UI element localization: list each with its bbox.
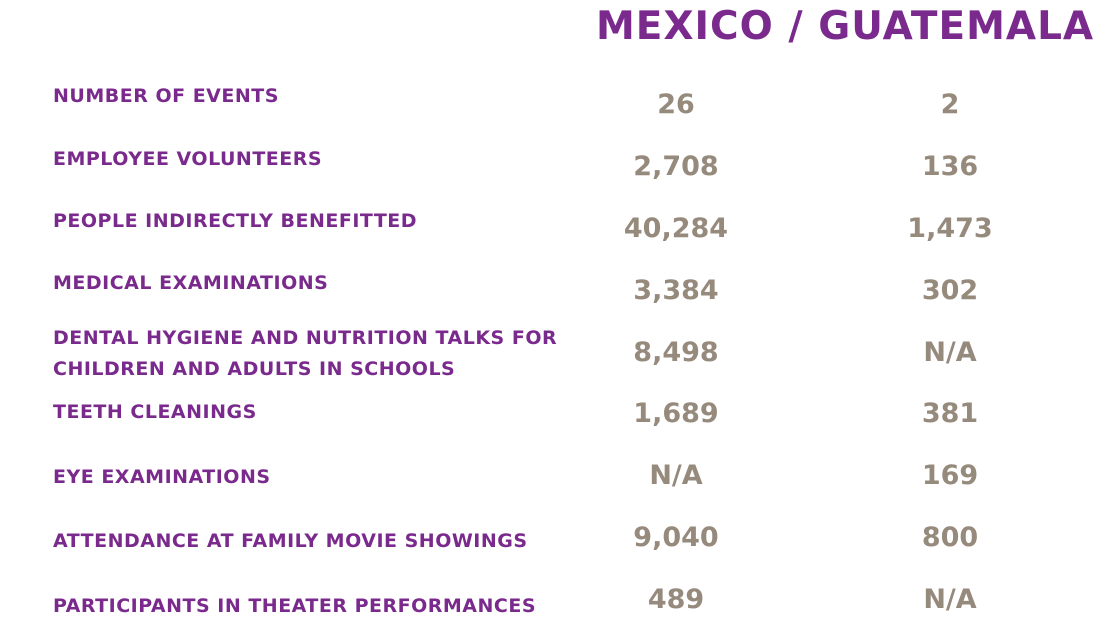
value-guatemala-teeth-cleanings: 381 (921, 398, 979, 429)
value-guatemala-employee-volunteers: 136 (921, 151, 979, 182)
row-label-family-movie-attendance: ATTENDANCE AT FAMILY MOVIE SHOWINGS (53, 530, 528, 552)
value-mexico-people-indirectly-benefitted: 40,284 (623, 213, 729, 244)
row-label-dental-hygiene-talks: DENTAL HYGIENE AND NUTRITION TALKS FOR (53, 327, 558, 349)
value-guatemala-dental-hygiene-talks: N/A (923, 337, 977, 368)
value-mexico-medical-examinations: 3,384 (633, 275, 719, 306)
page-title: MEXICO / GUATEMALA (596, 4, 1094, 49)
value-mexico-dental-hygiene-talks: 8,498 (633, 337, 719, 368)
value-guatemala-family-movie-attendance: 800 (921, 522, 979, 553)
row-label-number-of-events: NUMBER OF EVENTS (53, 85, 279, 107)
value-guatemala-theater-participants: N/A (923, 584, 977, 615)
value-guatemala-people-indirectly-benefitted: 1,473 (907, 213, 993, 244)
value-guatemala-number-of-events: 2 (940, 89, 960, 120)
value-mexico-family-movie-attendance: 9,040 (633, 522, 719, 553)
value-mexico-number-of-events: 26 (657, 89, 695, 120)
row-label-teeth-cleanings: TEETH CLEANINGS (53, 401, 257, 423)
row-label-dental-hygiene-talks-line2: CHILDREN AND ADULTS IN SCHOOLS (53, 358, 456, 380)
value-mexico-teeth-cleanings: 1,689 (633, 398, 719, 429)
value-mexico-theater-participants: 489 (647, 584, 705, 615)
row-label-eye-examinations: EYE EXAMINATIONS (53, 466, 271, 488)
row-label-employee-volunteers: EMPLOYEE VOLUNTEERS (53, 148, 323, 170)
value-guatemala-medical-examinations: 302 (921, 275, 979, 306)
row-label-people-indirectly-benefitted: PEOPLE INDIRECTLY BENEFITTED (53, 210, 418, 232)
row-label-theater-participants: PARTICIPANTS IN THEATER PERFORMANCES (53, 595, 537, 617)
value-mexico-eye-examinations: N/A (649, 460, 703, 491)
row-label-medical-examinations: MEDICAL EXAMINATIONS (53, 272, 329, 294)
value-mexico-employee-volunteers: 2,708 (633, 151, 719, 182)
value-guatemala-eye-examinations: 169 (921, 460, 979, 491)
